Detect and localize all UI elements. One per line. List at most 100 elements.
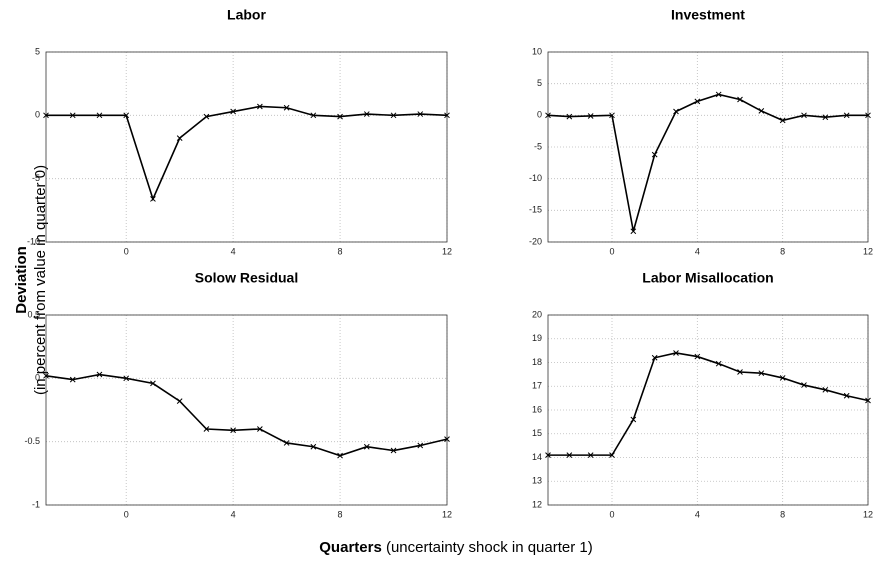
data-marker — [801, 112, 807, 119]
data-marker — [176, 398, 183, 404]
data-marker — [566, 113, 573, 120]
data-marker — [779, 117, 786, 124]
y-tick-label: 20 — [532, 309, 542, 319]
data-marker — [843, 392, 850, 399]
data-marker — [176, 135, 183, 141]
data-line — [547, 93, 868, 232]
x-label: Quarters — [319, 539, 382, 556]
data-marker — [150, 380, 156, 387]
y-tick-label: 5 — [537, 78, 542, 88]
y-tick-label: -1 — [32, 499, 40, 509]
data-line — [548, 352, 869, 456]
y-tick-label: 13 — [532, 476, 542, 486]
data-marker — [673, 350, 679, 356]
y-tick-label: -10 — [27, 236, 40, 246]
data-marker — [545, 112, 551, 119]
data-marker — [123, 375, 130, 382]
data-marker — [417, 442, 424, 449]
y-tick-label: -0.5 — [24, 436, 40, 446]
data-marker — [758, 108, 765, 114]
data-marker — [390, 447, 397, 454]
data-marker — [694, 98, 701, 105]
y-tick-label: -20 — [529, 236, 542, 246]
data-marker — [43, 112, 49, 119]
data-marker — [651, 354, 658, 361]
data-marker — [865, 112, 871, 119]
x-tick-label: 0 — [609, 246, 614, 256]
y-tick-label: -5 — [32, 173, 40, 183]
data-marker — [417, 111, 424, 117]
panel-title: Labor — [227, 7, 266, 23]
data-marker — [310, 112, 317, 119]
data-line — [45, 373, 448, 457]
data-marker — [843, 112, 850, 119]
data-marker — [203, 113, 210, 120]
data-marker — [822, 114, 829, 121]
x-tick-label: 12 — [442, 509, 452, 519]
data-marker — [337, 113, 343, 120]
plot-frame — [547, 314, 869, 506]
data-marker — [630, 416, 637, 423]
panel-title: Solow Residual — [195, 270, 298, 286]
x-tick-label: 8 — [338, 246, 343, 256]
y-axis-label: Deviation (in percent from value in quar… — [13, 165, 49, 395]
data-marker — [230, 427, 236, 434]
data-marker — [694, 353, 701, 360]
data-marker — [444, 112, 450, 119]
data-marker — [337, 452, 343, 459]
data-marker — [715, 91, 722, 98]
data-marker — [609, 112, 615, 119]
data-marker — [310, 443, 317, 450]
y-label-detail: (in percent from value in quarter 0) — [32, 165, 49, 395]
data-marker — [673, 108, 679, 115]
plot-frame — [45, 314, 448, 506]
x-tick-label: 8 — [780, 246, 785, 256]
data-marker — [587, 113, 594, 119]
y-tick-label: 10 — [532, 46, 542, 56]
x-axis-label: Quarters (uncertainty shock in quarter 1… — [319, 539, 592, 556]
data-marker — [43, 372, 49, 379]
data-marker — [715, 360, 722, 367]
data-marker — [203, 426, 210, 432]
x-label-detail: (uncertainty shock in quarter 1) — [386, 539, 593, 556]
y-tick-label: 14 — [532, 452, 542, 462]
x-tick-label: 0 — [124, 509, 129, 519]
data-marker — [150, 196, 156, 202]
x-tick-label: 0 — [609, 509, 614, 519]
data-marker — [651, 151, 658, 158]
x-tick-label: 12 — [442, 246, 452, 256]
data-marker — [230, 108, 236, 115]
y-tick-label: 0.5 — [27, 309, 40, 319]
y-tick-label: 17 — [532, 381, 542, 391]
x-tick-label: 4 — [695, 246, 700, 256]
x-tick-label: 4 — [695, 509, 700, 519]
data-marker — [69, 376, 76, 383]
data-marker — [779, 375, 786, 381]
x-tick-label: 4 — [231, 246, 236, 256]
data-marker — [257, 103, 263, 110]
x-tick-label: 12 — [863, 509, 873, 519]
data-marker — [758, 370, 765, 377]
data-marker — [96, 112, 103, 119]
data-marker — [566, 452, 573, 458]
panel-title: Labor Misallocation — [642, 270, 773, 286]
plot-frame — [45, 51, 448, 243]
plot-frame — [547, 51, 869, 243]
data-line — [46, 105, 448, 202]
data-marker — [363, 443, 370, 450]
y-tick-label: 18 — [532, 357, 542, 367]
y-tick-label: 0 — [35, 373, 40, 383]
data-marker — [363, 111, 370, 117]
x-tick-label: 4 — [231, 509, 236, 519]
y-tick-label: 12 — [532, 499, 542, 509]
data-marker — [801, 382, 807, 388]
y-tick-label: -15 — [529, 205, 542, 215]
data-marker — [96, 371, 103, 378]
data-marker — [123, 112, 130, 119]
data-marker — [283, 440, 290, 446]
data-marker — [737, 96, 743, 103]
y-tick-label: -5 — [534, 141, 542, 151]
data-marker — [587, 452, 594, 458]
data-marker — [69, 112, 76, 119]
